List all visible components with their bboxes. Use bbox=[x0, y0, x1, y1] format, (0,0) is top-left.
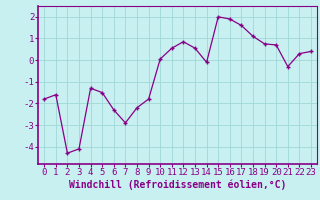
X-axis label: Windchill (Refroidissement éolien,°C): Windchill (Refroidissement éolien,°C) bbox=[69, 180, 286, 190]
